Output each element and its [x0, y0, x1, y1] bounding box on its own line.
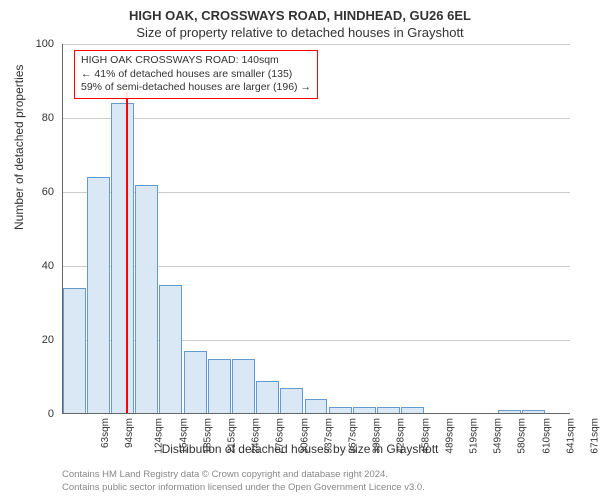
- histogram-bar: [208, 359, 231, 415]
- histogram-bar: [280, 388, 303, 414]
- histogram-bar: [135, 185, 158, 414]
- histogram-bar: [305, 399, 328, 414]
- y-tick-label: 100: [36, 38, 54, 50]
- chart-plot-area: [62, 44, 570, 414]
- histogram-bar: [184, 351, 207, 414]
- histogram-bar: [87, 177, 110, 414]
- chart-title-main: HIGH OAK, CROSSWAYS ROAD, HINDHEAD, GU26…: [0, 0, 600, 23]
- y-tick-label: 60: [42, 186, 54, 198]
- annotation-line: HIGH OAK CROSSWAYS ROAD: 140sqm: [81, 54, 311, 68]
- y-axis-line: [62, 44, 63, 414]
- y-tick-label: 40: [42, 260, 54, 272]
- y-tick-label: 0: [48, 408, 54, 420]
- footer-line: Contains public sector information licen…: [62, 482, 425, 494]
- histogram-bar: [232, 359, 255, 415]
- y-axis-label: Number of detached properties: [12, 65, 26, 230]
- histogram-bar: [111, 103, 134, 414]
- histogram-bar: [63, 288, 86, 414]
- histogram-bar: [256, 381, 279, 414]
- grid-line: [62, 44, 570, 45]
- grid-line: [62, 118, 570, 119]
- footer-line: Contains HM Land Registry data © Crown c…: [62, 469, 425, 481]
- y-tick-label: 80: [42, 112, 54, 124]
- annotation-line: 59% of semi-detached houses are larger (…: [81, 81, 311, 95]
- annotation-box: HIGH OAK CROSSWAYS ROAD: 140sqm ← 41% of…: [74, 50, 318, 99]
- annotation-line: ← 41% of detached houses are smaller (13…: [81, 68, 311, 82]
- x-axis-line: [62, 413, 570, 414]
- footer-attribution: Contains HM Land Registry data © Crown c…: [62, 469, 425, 494]
- histogram-bar: [159, 285, 182, 415]
- y-tick-label: 20: [42, 334, 54, 346]
- marker-line: [126, 92, 128, 414]
- x-axis-label: Distribution of detached houses by size …: [0, 442, 600, 456]
- chart-title-sub: Size of property relative to detached ho…: [0, 23, 600, 40]
